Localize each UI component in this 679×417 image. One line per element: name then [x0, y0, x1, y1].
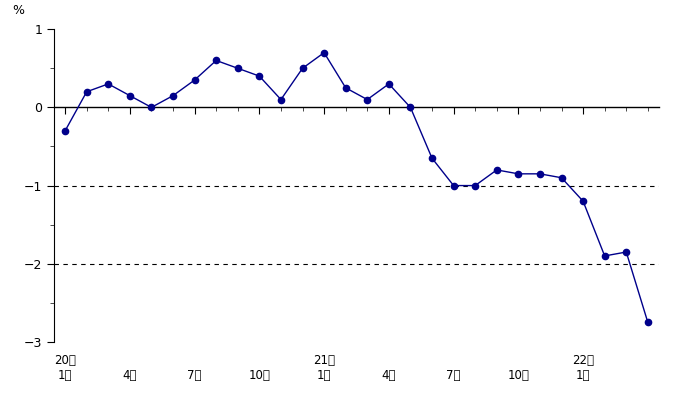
- Text: 10月: 10月: [507, 369, 530, 382]
- Text: 1月: 1月: [58, 369, 73, 382]
- Text: 7月: 7月: [446, 369, 461, 382]
- Text: 1月: 1月: [576, 369, 590, 382]
- Text: 21年: 21年: [313, 354, 335, 367]
- Text: 4月: 4月: [382, 369, 396, 382]
- Text: 4月: 4月: [123, 369, 137, 382]
- Text: %: %: [12, 4, 24, 17]
- Text: 1月: 1月: [317, 369, 331, 382]
- Text: 10月: 10月: [249, 369, 270, 382]
- Text: 22年: 22年: [572, 354, 594, 367]
- Text: 7月: 7月: [187, 369, 202, 382]
- Text: 20年: 20年: [54, 354, 76, 367]
